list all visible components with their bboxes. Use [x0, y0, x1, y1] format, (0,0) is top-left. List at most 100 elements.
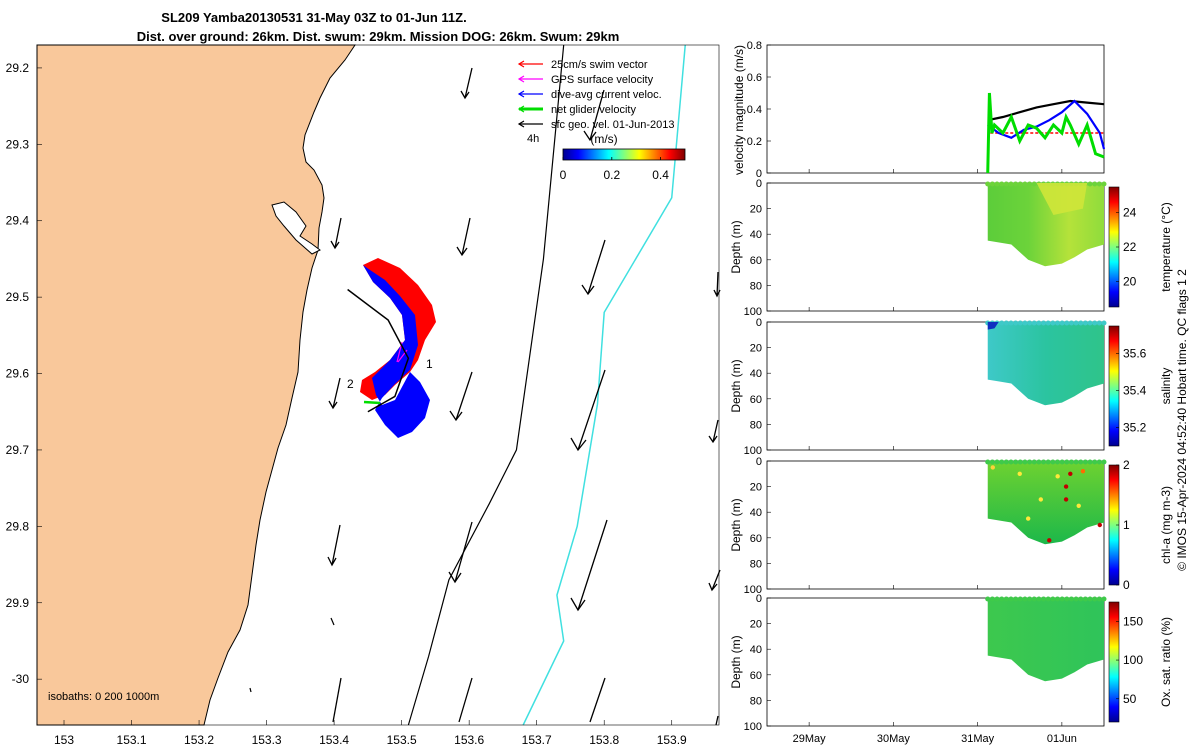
section-ytick-label: 40	[750, 644, 762, 656]
section-ylabel: Depth (m)	[729, 498, 743, 551]
section-panel: 0 20 40 60 80 100 Depth (m) 24 22 20 temperature (…	[729, 178, 1173, 318]
section-profile-mark	[985, 459, 991, 465]
section-colorbar	[1108, 601, 1120, 723]
velocity-series-line	[987, 99, 1105, 122]
section-colorbar	[1108, 325, 1120, 447]
section-ytick-label: 20	[750, 343, 762, 355]
section-colorbar-tick-label: 50	[1123, 692, 1137, 706]
section-profile-mark	[985, 596, 991, 602]
map-xtick-label: 153.8	[589, 733, 619, 747]
section-ytick-label: 60	[750, 394, 762, 406]
map-xtick-label: 153.7	[522, 733, 552, 747]
chl-sample-mark	[1063, 497, 1069, 502]
section-ytick-label: 0	[756, 178, 762, 190]
section-ytick-label: 40	[750, 507, 762, 519]
section-fresh-patch	[987, 322, 999, 330]
map-legend: 25cm/s swim vector GPS surface velocity di…	[517, 59, 675, 145]
legend-label: GPS surface velocity	[551, 74, 654, 86]
section-profile-mark	[1008, 181, 1014, 187]
map-xtick-label: 153.3	[252, 733, 282, 747]
section-ytick-label: 20	[750, 482, 762, 494]
section-ytick-label: 100	[744, 721, 762, 733]
swim-vector-fill	[360, 258, 436, 400]
map-panel: 1 2 25cm/s swim vector GPS surface veloci…	[6, 44, 721, 747]
section-profile-mark	[1087, 181, 1093, 187]
section-profile-mark	[1017, 459, 1023, 465]
section-profile-mark	[999, 459, 1005, 465]
colorbar-tick-label: 0.2	[603, 168, 620, 182]
geo-arrow	[448, 521, 473, 584]
section-profile-mark	[1013, 459, 1019, 465]
section-profile-mark	[1008, 459, 1014, 465]
section-profile-mark	[1022, 320, 1028, 326]
colorbar-tick-label: 0	[560, 168, 567, 182]
legend-arrowhead	[517, 120, 525, 128]
section-colorbar-tick-label: 150	[1123, 614, 1143, 628]
chl-sample-mark	[1063, 484, 1069, 489]
time-xtick-label: 30May	[877, 733, 911, 745]
section-ytick-label: 60	[750, 255, 762, 267]
section-profile-mark	[1036, 459, 1042, 465]
chl-sample-mark	[1055, 474, 1060, 479]
section-profile-mark	[1073, 596, 1079, 602]
chl-sample-mark	[1097, 522, 1102, 528]
section-ytick-label: 100	[744, 584, 762, 596]
section-ytick-label: 60	[750, 533, 762, 545]
section-profile-mark	[1096, 459, 1102, 465]
section-profile-mark	[1087, 596, 1093, 602]
section-profile-mark	[1003, 181, 1009, 187]
section-profile-mark	[1068, 459, 1074, 465]
section-profile-mark	[1087, 320, 1093, 326]
section-colorbar-tick-label: 35.2	[1123, 421, 1147, 435]
section-profile-mark	[1003, 596, 1009, 602]
section-profile-mark	[1017, 181, 1023, 187]
velocity-ytick-label: 0.8	[747, 40, 762, 52]
section-profile-mark	[999, 181, 1005, 187]
chl-sample-mark	[1047, 538, 1052, 543]
section-profile-mark	[1059, 320, 1065, 326]
geo-arrow	[708, 419, 719, 444]
section-profile-mark	[994, 596, 1000, 602]
section-data-fill	[987, 461, 1104, 545]
section-colorbar-label: temperature (°C)	[1159, 202, 1173, 292]
legend-arrowhead	[517, 105, 525, 113]
legend-label: 25cm/s swim vector	[551, 59, 648, 71]
section-profile-mark	[1068, 320, 1074, 326]
net-glider-arrows	[363, 400, 381, 405]
chl-sample-mark	[1017, 471, 1022, 476]
section-profile-mark	[1101, 181, 1107, 187]
section-profile-mark	[1050, 596, 1056, 602]
velocity-panel: 0 0.2 0.4 0.6 0.8 velocity magnitude (m/s)	[732, 40, 1106, 180]
section-data-fill	[987, 598, 1104, 682]
section-panel: 0 20 40 60 80 100 Depth (m) 35.6 35.4 35.2 salinit…	[729, 317, 1173, 457]
chl-sample-mark	[1025, 516, 1031, 521]
section-profile-mark	[1073, 459, 1079, 465]
section-profile-mark	[1027, 459, 1033, 465]
section-profile-mark	[994, 459, 1000, 465]
section-profile-mark	[1027, 596, 1033, 602]
dive-avg-current-fill	[363, 265, 430, 438]
section-ytick-label: 40	[750, 229, 762, 241]
section-profile-mark	[1096, 181, 1102, 187]
section-data-fill	[987, 322, 1104, 406]
section-colorbar-label: salinity	[1159, 368, 1173, 405]
section-profile-mark	[1013, 596, 1019, 602]
map-xtick-label: 153	[54, 733, 74, 747]
map-xtick-label: 153.1	[117, 733, 147, 747]
section-profile-mark	[1036, 320, 1042, 326]
section-profile-mark	[1041, 459, 1047, 465]
section-panel: 0 20 40 60 80 100 Depth (m) 2 1 0 chl-a (mg m-3)	[729, 456, 1173, 596]
section-profile-mark	[1022, 459, 1028, 465]
velocity-ytick-label: 0.6	[747, 72, 762, 84]
section-profile-mark	[1031, 320, 1037, 326]
time-xtick-label: 31May	[961, 733, 995, 745]
section-profile-mark	[1101, 596, 1107, 602]
map-xtick-label: 153.4	[319, 733, 349, 747]
section-ytick-label: 40	[750, 368, 762, 380]
title-line-2: Dist. over ground: 26km. Dist. swum: 29k…	[137, 29, 620, 44]
section-profile-mark	[1101, 320, 1107, 326]
chl-sample-mark	[1068, 471, 1073, 476]
section-colorbar-tick-label: 100	[1123, 653, 1143, 667]
section-profile-mark	[1008, 320, 1014, 326]
section-profile-mark	[999, 320, 1005, 326]
